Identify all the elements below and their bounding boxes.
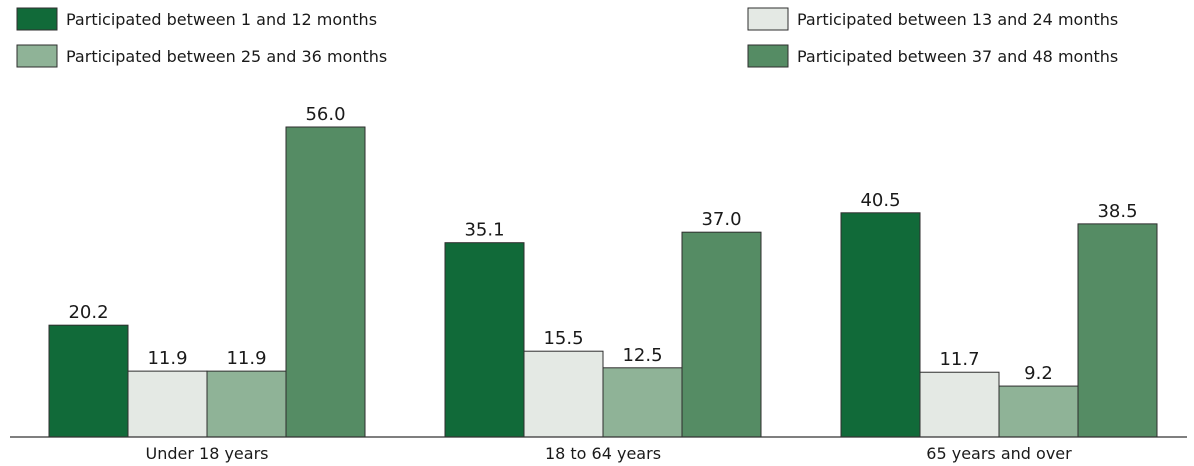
- category-label-3: 65 years and over: [926, 444, 1072, 463]
- bar-1-4: [285, 126, 366, 438]
- legend-swatch-4: [747, 44, 789, 68]
- bar-2-1: [444, 242, 525, 438]
- bar-3-1: [840, 212, 921, 438]
- legend: Participated between 1 and 12 months Part…: [16, 7, 1118, 68]
- legend-label-1: Participated between 1 and 12 months: [66, 10, 377, 29]
- bar-3-3: [998, 385, 1079, 438]
- value-label-3-1: 40.5: [860, 190, 900, 211]
- category-label-1: Under 18 years: [146, 444, 269, 463]
- legend-label-2: Participated between 13 and 24 months: [797, 10, 1118, 29]
- category-label-2: 18 to 64 years: [545, 444, 661, 463]
- bar-3-2: [919, 371, 1000, 438]
- value-label-2-1: 35.1: [464, 220, 504, 241]
- value-label-2-4: 37.0: [701, 209, 741, 230]
- value-label-1-3: 11.9: [226, 348, 266, 369]
- legend-swatch-3: [16, 44, 58, 68]
- value-label-3-4: 38.5: [1097, 201, 1137, 222]
- bar-2-3: [602, 367, 683, 438]
- bar-2-4: [681, 231, 762, 438]
- legend-label-3: Participated between 25 and 36 months: [66, 47, 387, 66]
- value-label-2-2: 15.5: [543, 328, 583, 349]
- bar-1-3: [206, 370, 287, 438]
- value-labels: 20.2 11.9 11.9 56.0 35.1 15.5 12.5 37.0 40.5 11.7…: [68, 104, 1137, 384]
- bar-2-2: [523, 350, 604, 438]
- bar-3-4: [1077, 223, 1158, 438]
- bar-1-1: [48, 324, 129, 438]
- bars: [48, 126, 1158, 438]
- value-label-2-3: 12.5: [622, 345, 662, 366]
- legend-swatch-2: [747, 7, 789, 31]
- value-label-3-2: 11.7: [939, 349, 979, 370]
- value-label-1-1: 20.2: [68, 302, 108, 323]
- legend-label-4: Participated between 37 and 48 months: [797, 47, 1118, 66]
- category-labels: Under 18 years 18 to 64 years 65 years and…: [146, 444, 1073, 463]
- value-label-3-3: 9.2: [1024, 363, 1053, 384]
- legend-swatch-1: [16, 7, 58, 31]
- value-label-1-2: 11.9: [147, 348, 187, 369]
- value-label-1-4: 56.0: [305, 104, 345, 125]
- bar-1-2: [127, 370, 208, 438]
